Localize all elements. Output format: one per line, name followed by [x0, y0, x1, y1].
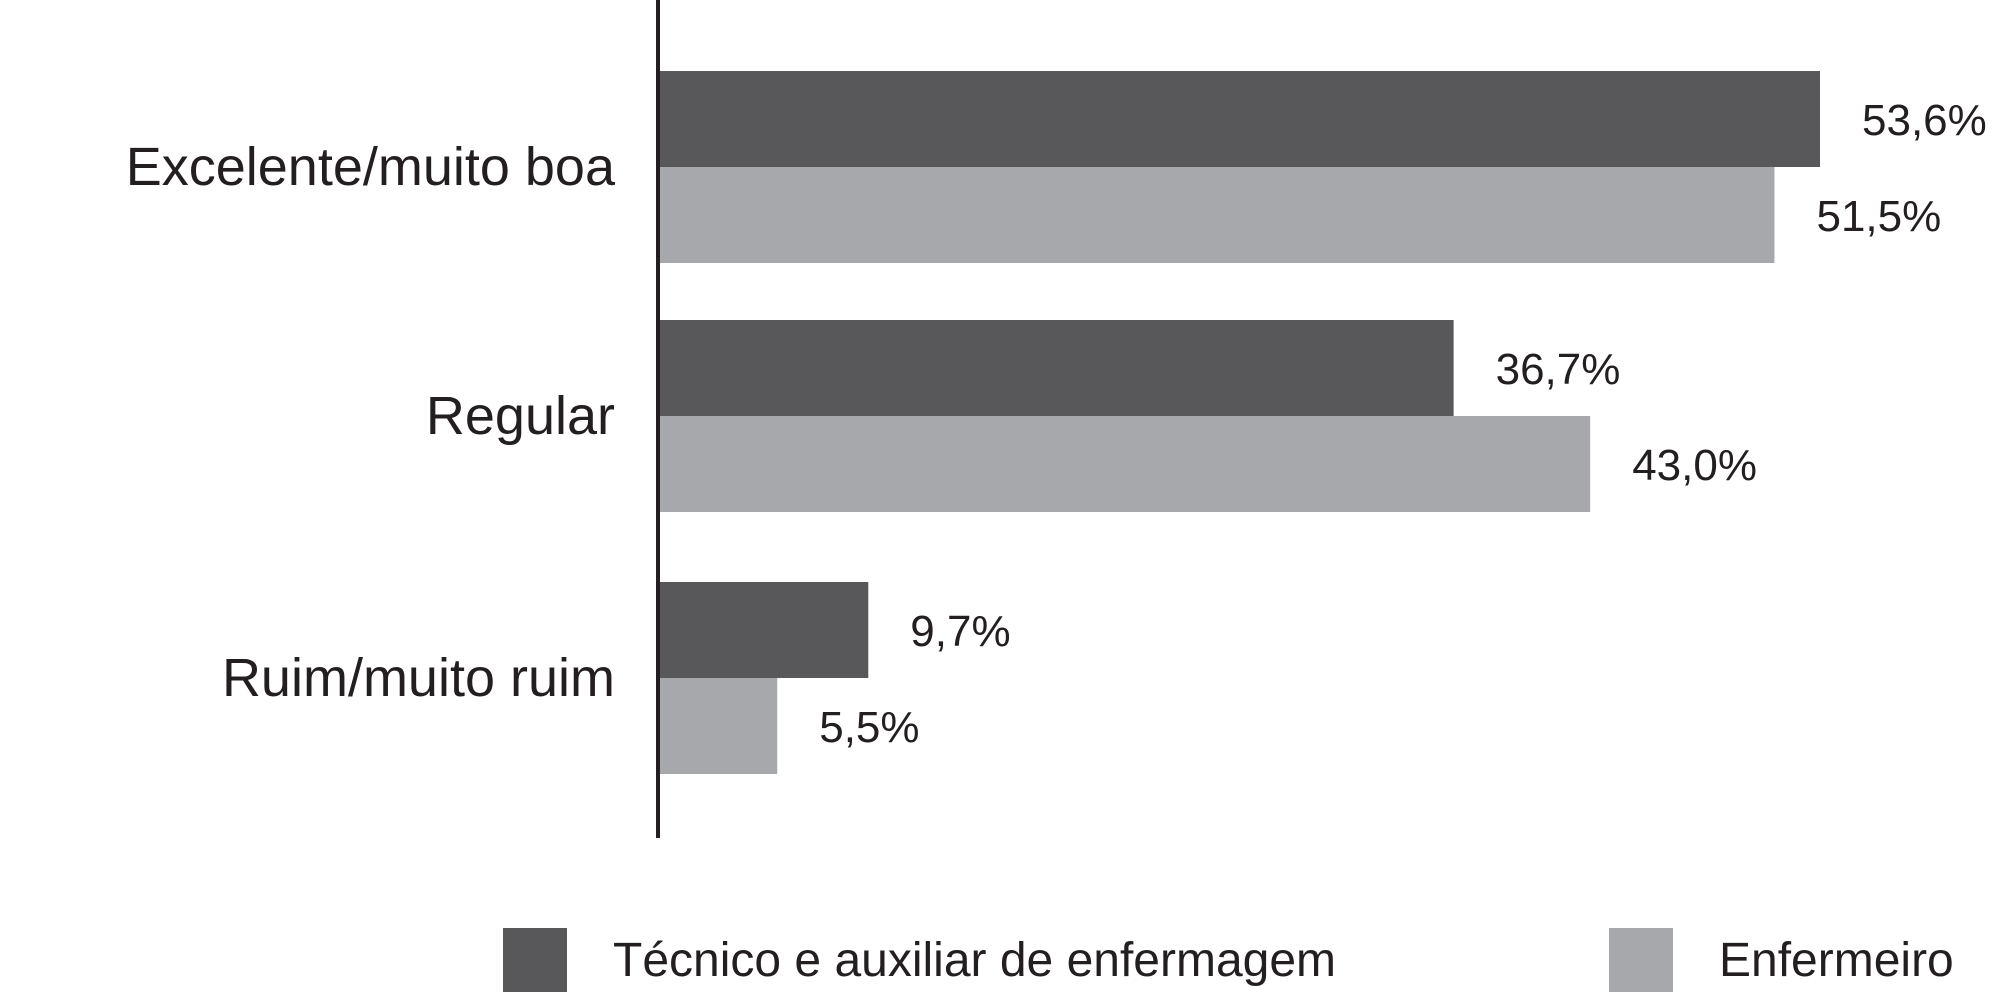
bar-ruim-muito-ruim-series-1: [658, 678, 778, 774]
category-labels-layer: Excelente/muito boa Regular Ruim/muito rui…: [126, 137, 616, 708]
legend-label-enfermeiro: Enfermeiro: [1719, 933, 1954, 987]
legend-swatch-tecnico: [503, 928, 567, 992]
bar-ruim-muito-ruim-series-0: [658, 582, 869, 678]
legend-swatch-enfermeiro: [1609, 928, 1673, 992]
legend-item-tecnico: Técnico e auxiliar de enfermagem: [503, 928, 1336, 992]
bars-layer: [658, 71, 1820, 774]
value-label-excelente-muito-boa-series-0: 53,6%: [1862, 96, 1987, 145]
legend-label-tecnico: Técnico e auxiliar de enfermagem: [613, 933, 1337, 987]
legend-item-enfermeiro: Enfermeiro: [1609, 928, 1954, 992]
bar-regular-series-0: [658, 320, 1454, 416]
value-label-regular-series-1: 43,0%: [1632, 441, 1757, 490]
bar-excelente-muito-boa-series-0: [658, 71, 1820, 167]
value-labels-layer: 53,6% 51,5% 36,7%43,0% 9,7% 5,5%: [819, 96, 1987, 752]
value-label-excelente-muito-boa-series-1: 51,5%: [1816, 192, 1941, 241]
category-label-excelente-muito-boa: Excelente/muito boa: [126, 137, 616, 197]
value-label-regular-series-0: 36,7%: [1496, 345, 1621, 394]
category-label-regular: Regular: [426, 386, 615, 446]
bar-regular-series-1: [658, 416, 1591, 512]
bar-excelente-muito-boa-series-1: [658, 167, 1775, 263]
value-label-ruim-muito-ruim-series-1: 5,5%: [819, 703, 919, 752]
category-label-ruim-muito-ruim: Ruim/muito ruim: [222, 648, 615, 708]
value-label-ruim-muito-ruim-series-0: 9,7%: [910, 607, 1010, 656]
